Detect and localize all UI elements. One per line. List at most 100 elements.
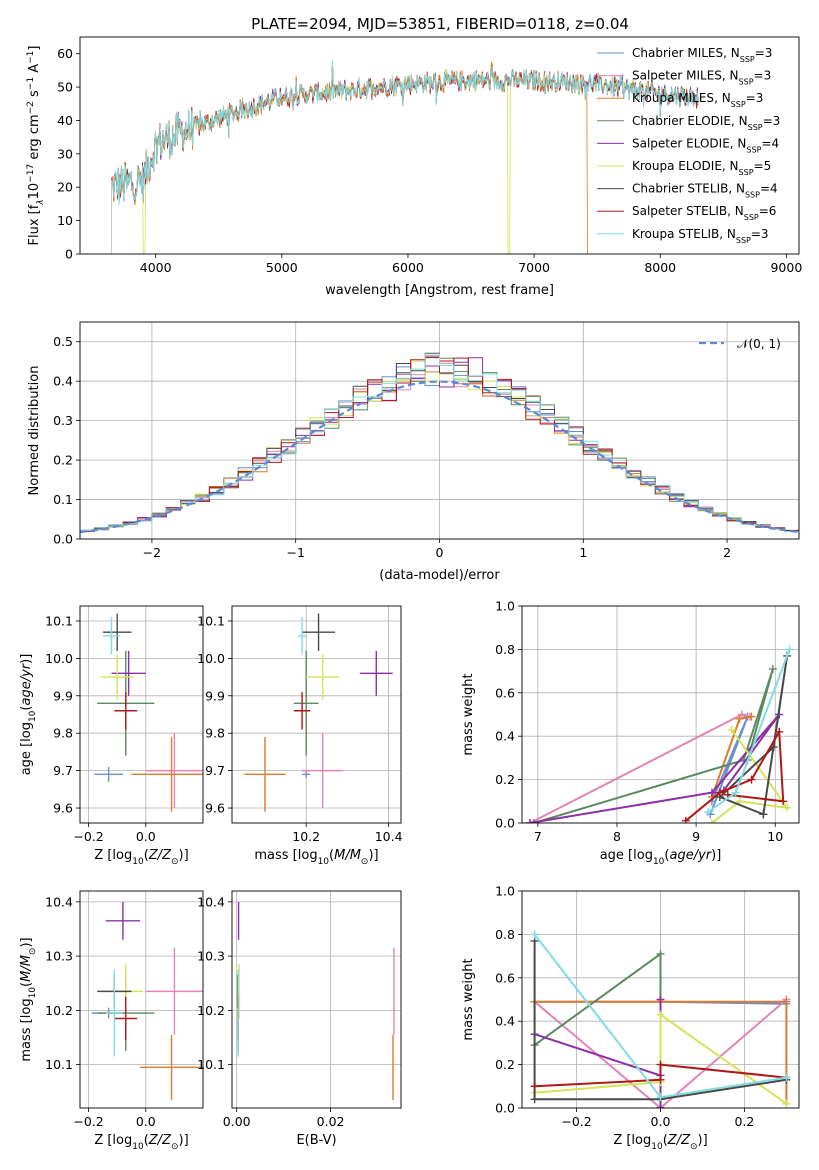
spectrum-line-8 (111, 60, 699, 205)
weight-marker (707, 819, 716, 823)
y-axis-label: mass weight (461, 958, 476, 1040)
weight-marker (715, 788, 724, 797)
axes-frame (79, 890, 204, 1109)
errorbar-point-4 (359, 650, 393, 696)
weight-line-5 (711, 729, 790, 823)
x-tick-label: −0.2 (73, 829, 103, 844)
legend-entry: Kroupa MILES, NSSP=3 (632, 91, 763, 109)
x-tick-label: 0 (436, 545, 444, 560)
legend-entry: Salpeter STELIB, NSSP=6 (632, 204, 776, 222)
weight-marker (681, 816, 690, 823)
panel-age_vs_mass: 10.2 10.4 9.6 9.7 9.8 9.9 10.0 10.1 mass [log10(… (197, 605, 403, 867)
y-tick-label: 10.3 (197, 949, 225, 964)
y-tick-label: 60 (57, 46, 73, 61)
errorbar-point-1 (302, 733, 344, 809)
axes-frame (231, 890, 402, 1109)
x-tick-label: 1 (579, 545, 587, 560)
weight-marker (656, 1010, 665, 1019)
legend-entry: Chabrier ELODIE, NSSP=3 (632, 114, 780, 132)
x-tick-label: −0.2 (73, 1114, 103, 1129)
weight-marker (747, 775, 756, 784)
errorbar-point-6 (302, 613, 336, 651)
y-tick-label: 10.0 (197, 651, 225, 666)
histogram-8 (80, 353, 799, 539)
x-tick-label: 8000 (644, 260, 676, 275)
y-tick-label: 0.2 (495, 1057, 515, 1072)
x-tick-label: 0.0 (651, 1114, 671, 1129)
x-tick-label: 9000 (770, 260, 802, 275)
plot-area-age_vs_z (94, 613, 203, 812)
errorbar-point-1 (145, 947, 203, 1035)
x-tick-label: 10.2 (292, 829, 320, 844)
weight-marker (530, 930, 539, 939)
x-axis-label: Z [log10(Z/Z⊙)] (94, 1133, 188, 1152)
y-tick-label: 9.7 (205, 763, 225, 778)
errorbar-point-8 (102, 617, 121, 655)
weight-marker (656, 1075, 665, 1084)
errorbar-point-2 (140, 1034, 203, 1100)
panel-spectrum: 4000 5000 6000 7000 8000 9000 0 10 20 30 40 50 60 wav… (26, 36, 802, 298)
spectrum-legend: Chabrier MILES, NSSP=3 Salpeter MILES, NS… (597, 46, 780, 244)
weight-marker (779, 797, 788, 806)
y-tick-label: 10.3 (45, 949, 73, 964)
y-tick-label: 0.8 (495, 927, 515, 942)
plot-area-weight_vs_age (525, 645, 794, 823)
axes-frame (231, 605, 402, 824)
axes-frame (79, 321, 800, 540)
y-tick-label: 20 (57, 180, 73, 195)
x-axis-label: Z [log10(Z/Z⊙)] (94, 848, 188, 867)
x-tick-label: 9 (692, 829, 700, 844)
weight-marker (731, 788, 740, 797)
y-tick-label: 10.2 (197, 1003, 225, 1018)
y-tick-label: 10.0 (45, 651, 73, 666)
weight-marker (525, 819, 534, 823)
x-axis-label: wavelength [Angstrom, rest frame] (325, 283, 554, 298)
errorbar-point-8 (105, 969, 123, 1057)
y-tick-label: 0.3 (53, 413, 73, 428)
legend-entry: 𝒩(0, 1) (737, 337, 781, 351)
y-tick-label: 0.8 (495, 642, 515, 657)
weight-marker (656, 1093, 665, 1102)
y-tick-label: 50 (57, 80, 73, 95)
y-tick-label: 0.6 (495, 685, 515, 700)
y-tick-label: 0.0 (53, 532, 73, 547)
errorbar-point-7 (114, 996, 138, 1041)
y-tick-label: 0.2 (495, 772, 515, 787)
y-tick-label: 9.6 (53, 801, 73, 816)
weight-marker (656, 949, 665, 958)
figure-title: PLATE=2094, MJD=53851, FIBERID=0118, z=0… (251, 15, 629, 33)
x-tick-label: −1 (286, 545, 304, 560)
errorbar-point-4 (105, 901, 141, 940)
x-tick-label: 10.4 (375, 829, 403, 844)
errorbar-point-0 (302, 770, 311, 779)
legend-entry: Chabrier STELIB, NSSP=4 (632, 182, 778, 200)
weight-line-5 (534, 1012, 787, 1105)
weight-marker (759, 810, 768, 819)
y-tick-label: 0.4 (495, 1014, 515, 1029)
errorbar-point-2 (244, 736, 286, 812)
x-axis-label: mass [log10(M/M⊙)] (254, 848, 378, 867)
y-tick-label: 1.0 (495, 884, 515, 899)
weight-marker (735, 714, 744, 723)
y-tick-label: 10.4 (197, 894, 225, 909)
weight-marker (707, 788, 716, 797)
x-tick-label: 7 (534, 829, 542, 844)
x-tick-label: 0.0 (136, 1114, 156, 1129)
y-tick-label: 0.0 (495, 816, 515, 831)
y-tick-label: 0.1 (53, 492, 73, 507)
spectrum-line-2 (111, 61, 588, 254)
errorbar-point-8 (297, 617, 307, 655)
y-tick-label: 10.4 (45, 894, 73, 909)
plot-area-residuals (80, 352, 799, 539)
y-tick-label: 0.4 (495, 729, 515, 744)
weight-line-7 (534, 1063, 787, 1088)
weight-marker (703, 808, 712, 817)
y-tick-label: 10.1 (45, 1057, 73, 1072)
weight-marker (727, 725, 736, 734)
errorbar-point-5 (306, 654, 340, 700)
y-tick-label: 0.2 (53, 453, 73, 468)
plot-area-weight_vs_z (530, 930, 791, 1108)
panel-weight_vs_z: −0.2 0.0 0.2 0.0 0.2 0.4 0.6 0.8 1.0 Z [log10(Z/Z… (461, 884, 800, 1152)
y-tick-label: 0.5 (53, 334, 73, 349)
y-axis-label: mass [log10(M/M⊙)] (19, 937, 38, 1061)
